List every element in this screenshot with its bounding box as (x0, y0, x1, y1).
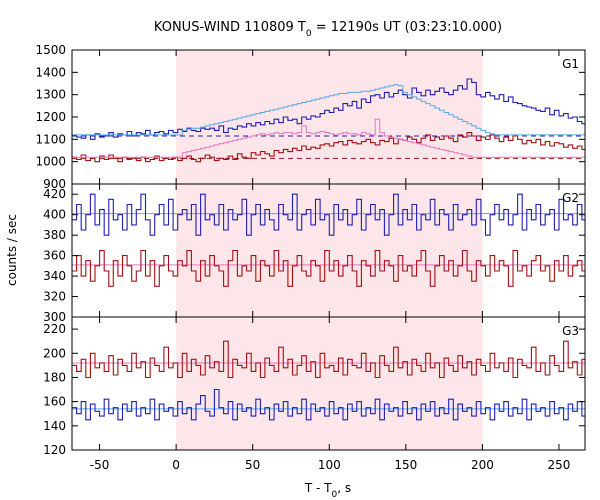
y-tick-label: 120 (43, 443, 66, 457)
x-label-rest: , s (337, 481, 351, 495)
y-tick-label: 1400 (35, 65, 66, 79)
y-tick-label: 1500 (35, 43, 66, 57)
panel-label: G2 (562, 191, 579, 205)
series-1 (72, 388, 585, 421)
y-tick-label: 420 (43, 187, 66, 201)
y-tick-label: 360 (43, 249, 66, 263)
chart-title: KONUS-WIND 110809 T0 = 12190s UT (03:23:… (154, 20, 502, 39)
y-tick-label: 140 (43, 419, 66, 433)
y-tick-label: 400 (43, 208, 66, 222)
y-tick-label: 340 (43, 269, 66, 283)
shaded-interval (176, 50, 483, 184)
x-tick-label: 250 (548, 458, 571, 472)
shaded-interval (176, 317, 483, 450)
y-tick-label: 200 (43, 346, 66, 360)
x-tick-label: 150 (394, 458, 417, 472)
series-0 (72, 193, 585, 236)
title-subscript: 0 (306, 29, 312, 39)
x-axis-label: T - T0, s (304, 481, 351, 500)
panel-frame (71, 316, 586, 451)
y-tick-label: 1100 (35, 132, 66, 146)
title-main: KONUS-WIND 110809 T (154, 20, 306, 35)
series-0 (72, 340, 585, 379)
y-tick-label: 1300 (35, 88, 66, 102)
x-tick-label: 50 (245, 458, 260, 472)
panel-g2: 300 320 340 360 380 400 420 G2 (43, 183, 586, 324)
series-1 (72, 249, 585, 287)
y-tick-label: 320 (43, 290, 66, 304)
x-tick-label: 0 (172, 458, 180, 472)
y-tick-label: 1200 (35, 110, 66, 124)
y-tick-label: 180 (43, 370, 66, 384)
x-tick-labels: -50 0 50 100 150 200 250 (90, 458, 571, 472)
y-tick-label: 380 (43, 228, 66, 242)
y-tick-label: 220 (43, 322, 66, 336)
y-tick-label: 1000 (35, 155, 66, 169)
panel-g1: 900 1000 1100 1200 1300 1400 1500 G1 (35, 43, 586, 191)
series-3 (72, 118, 585, 158)
x-tick-label: -50 (90, 458, 110, 472)
panel-label: G3 (562, 324, 579, 338)
x-tick-label: 100 (318, 458, 341, 472)
panels: 900100011001200130014001500G130032034036… (35, 43, 586, 472)
panel-g3: 120 140 160 180 200 220 G3 (43, 316, 586, 457)
series-2 (72, 84, 585, 136)
title-rest: = 12190s UT (03:23:10.000) (312, 20, 502, 35)
y-tick-label: 900 (43, 177, 66, 191)
y-tick-label: 300 (43, 310, 66, 324)
series-0 (72, 78, 585, 140)
panel-label: G1 (562, 57, 579, 71)
x-label-main: T - T (304, 481, 332, 495)
y-tick-label: 160 (43, 395, 66, 409)
x-label-subscript: 0 (332, 490, 338, 500)
y-axis-label: counts / sec (5, 214, 19, 286)
x-tick-label: 200 (471, 458, 494, 472)
